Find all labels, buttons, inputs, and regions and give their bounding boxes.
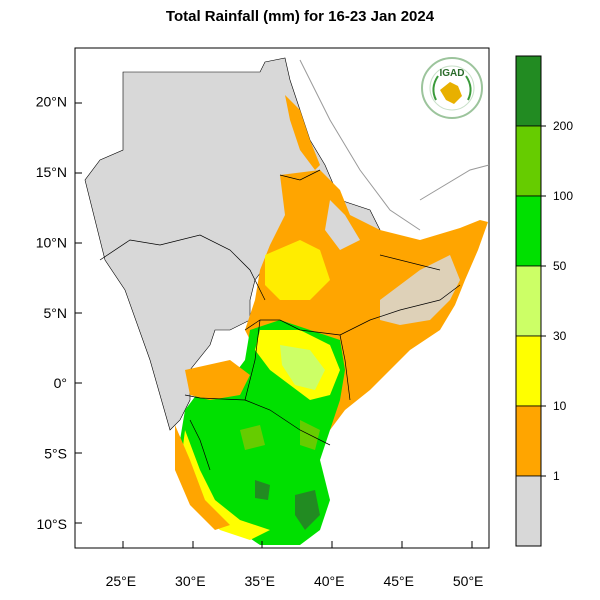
border-south-sudan: [99, 234, 266, 301]
axis-tick-marks: [75, 102, 473, 548]
colorbar-bin: [515, 475, 542, 547]
border-uganda-kenya: [244, 319, 261, 401]
colorbar: 200 100 50 30 10 1: [515, 55, 573, 547]
map-region-layer: [84, 57, 490, 545]
lon-tick-label: 25°E: [106, 573, 137, 589]
colorbar-label: 30: [553, 329, 567, 343]
region-dark-green-1: [295, 490, 320, 530]
logo-text: IGAD: [440, 68, 465, 79]
colorbar-label: 50: [553, 259, 567, 273]
latitude-tick-labels: 20°N 15°N 10°N 5°N 0° 5°S 10°S: [36, 94, 67, 533]
lat-tick-label: 0°: [54, 375, 67, 391]
colorbar-bin: [515, 195, 542, 267]
colorbar-label: 200: [553, 119, 573, 133]
lat-tick-label: 15°N: [36, 164, 67, 180]
region-somalia-gray: [380, 255, 460, 325]
lon-tick-label: 30°E: [175, 573, 206, 589]
colorbar-bin: [515, 335, 542, 407]
region-dark-green-2: [255, 480, 270, 500]
lat-tick-label: 5°N: [44, 305, 68, 321]
border-somaliland: [379, 254, 441, 271]
laurel-icon: [432, 75, 472, 101]
lat-tick-label: 10°S: [36, 516, 67, 532]
colorbar-label: 100: [553, 189, 573, 203]
region-light-green-1: [280, 345, 325, 390]
lon-tick-label: 35°E: [245, 573, 276, 589]
map-title: Total Rainfall (mm) for 16-23 Jan 2024: [165, 8, 435, 25]
colorbar-label: 1: [553, 469, 560, 483]
region-orange-2: [175, 425, 230, 530]
border-uganda-south: [184, 394, 246, 401]
lat-tick-label: 20°N: [36, 94, 67, 110]
lon-tick-label: 45°E: [383, 573, 414, 589]
country-borders: [99, 169, 461, 471]
region-ethiopia-gray: [325, 200, 360, 250]
lat-tick-label: 10°N: [36, 234, 67, 250]
region-green-patches: [240, 420, 320, 450]
colorbar-bin: [515, 405, 542, 477]
africa-map-icon: [440, 82, 462, 104]
border-eritrea: [279, 169, 321, 181]
lat-tick-label: 5°S: [44, 446, 67, 462]
border-kenya-tanzania: [244, 399, 331, 446]
colorbar-bin: [515, 55, 542, 127]
colorbar-frame: [515, 55, 542, 547]
red-sea-coastline: [299, 59, 421, 231]
region-yellow-3: [265, 240, 330, 300]
region-orange-coast: [285, 95, 320, 170]
border-ethiopia-somalia: [339, 284, 461, 336]
igad-logo: IGAD: [421, 57, 483, 119]
colorbar-bin: [515, 265, 542, 337]
border-rwanda-burundi: [189, 419, 211, 471]
colorbar-label: 10: [553, 399, 567, 413]
longitude-tick-labels: 25°E 30°E 35°E 40°E 45°E 50°E: [106, 573, 484, 589]
colorbar-bin: [515, 125, 542, 197]
lon-tick-label: 40°E: [314, 573, 345, 589]
arabia-coastline: [419, 164, 490, 201]
region-west-orange: [185, 360, 250, 400]
lon-tick-label: 50°E: [453, 573, 484, 589]
